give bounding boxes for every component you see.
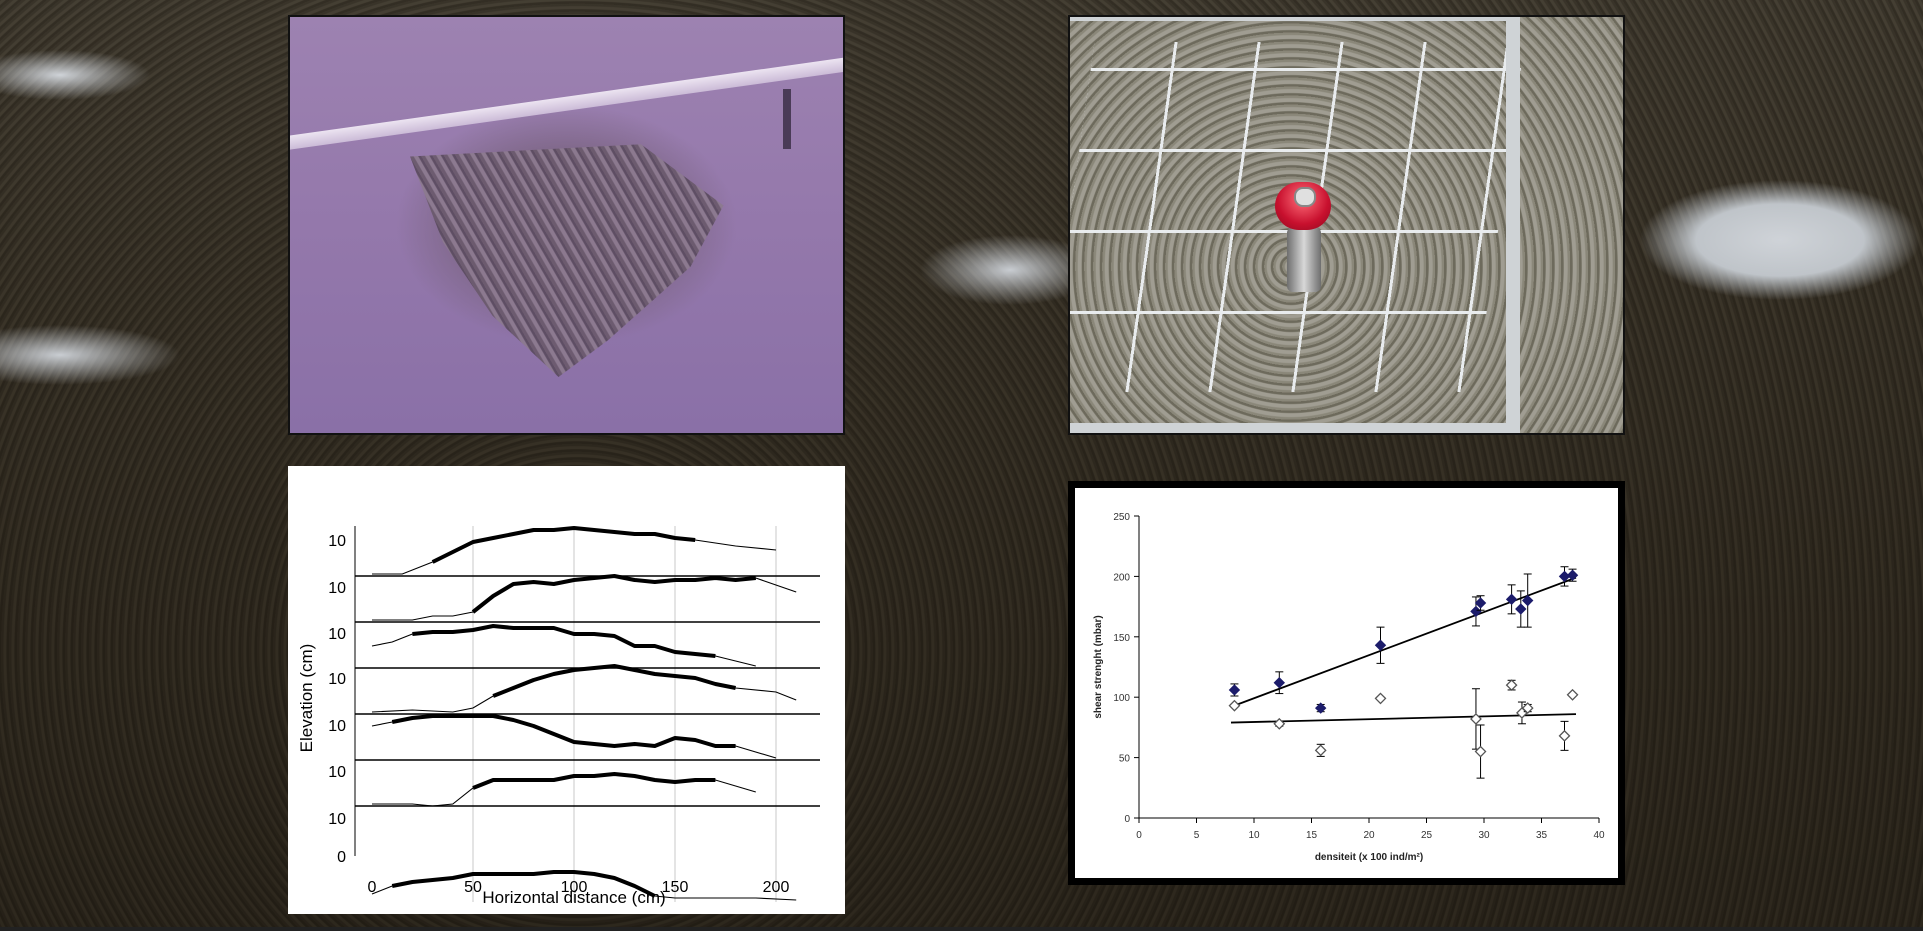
x-tick-label: 200 — [763, 879, 790, 896]
x-tick-label: 25 — [1421, 830, 1433, 841]
profile-vegetated-segment-5 — [391, 714, 736, 748]
profile-vegetated-segment-4 — [492, 664, 736, 698]
data-point-series-1 — [1515, 603, 1527, 615]
reference-bar — [290, 56, 843, 151]
y-tick-label: 10 — [328, 811, 346, 828]
data-point-series-1 — [1228, 684, 1241, 696]
x-tick-label: 150 — [662, 879, 689, 896]
data-point-series-2 — [1566, 688, 1579, 701]
x-tick-label: 50 — [464, 879, 482, 896]
data-point-series-2 — [1314, 744, 1327, 757]
x-tick-label: 15 — [1306, 830, 1318, 841]
trendline-series-1 — [1230, 576, 1577, 708]
data-point-series-1 — [1314, 702, 1327, 714]
aluminium-frame — [1070, 17, 1520, 433]
photo-shear-vane-frame — [1068, 15, 1625, 435]
data-point-series-1 — [1521, 594, 1534, 607]
x-tick-label: 30 — [1478, 830, 1490, 841]
data-point-series-1 — [1273, 676, 1286, 689]
data-point-series-1 — [1374, 639, 1387, 651]
y-tick-label: 10 — [328, 671, 346, 688]
y-tick-label: 200 — [1113, 572, 1130, 583]
data-point-series-2 — [1521, 702, 1534, 714]
photo-mud-mound-underwater — [288, 15, 845, 435]
x-tick-label: 5 — [1194, 830, 1200, 841]
data-point-series-1 — [1505, 593, 1518, 606]
x-tick-label: 40 — [1593, 830, 1605, 841]
data-point-series-2 — [1374, 692, 1387, 705]
x-tick-label: 0 — [368, 879, 377, 896]
profile-vegetated-segment-3 — [412, 624, 716, 658]
y-axis-label: shear strenght (mbar) — [1093, 615, 1104, 718]
x-axis-label: densiteit (x 100 ind/m²) — [1315, 852, 1423, 863]
profile-vegetated-segment-6 — [472, 772, 716, 790]
trendline-series-2 — [1230, 713, 1577, 724]
x-tick-label: 20 — [1363, 830, 1375, 841]
data-point-series-2 — [1558, 729, 1571, 742]
y-tick-label: 100 — [1113, 693, 1130, 704]
data-point-series-2 — [1273, 717, 1286, 730]
x-tick-label: 35 — [1536, 830, 1548, 841]
shear-vane-dial — [1294, 187, 1316, 207]
y-tick-label: 10 — [328, 718, 346, 735]
y-tick-label: 250 — [1113, 512, 1130, 523]
data-point-series-2 — [1474, 745, 1487, 758]
x-tick-label: 100 — [561, 879, 588, 896]
x-axis-label: Horizontal distance (cm) — [482, 888, 665, 907]
y-tick-label: 10 — [328, 580, 346, 597]
tubeworm-mound — [410, 144, 724, 377]
y-tick-label: 10 — [328, 533, 346, 550]
y-axis-label: Elevation (cm) — [297, 644, 316, 753]
y-tick-label: 10 — [328, 626, 346, 643]
data-point-series-2 — [1505, 679, 1518, 692]
x-tick-label: 10 — [1248, 830, 1260, 841]
elevation-profile-chart: 10 10 10 10 10 10 10 0 0 50 100 150 200 Horizontal di… — [288, 466, 845, 914]
profile-vegetated-segment-7 — [391, 870, 656, 898]
data-point-series-1 — [1474, 597, 1487, 609]
data-point-series-2 — [1228, 699, 1241, 712]
data-point-series-2 — [1470, 713, 1482, 725]
bar-support-post — [783, 89, 791, 149]
y-tick-label: 50 — [1119, 754, 1131, 765]
profile-vegetated-segment-1 — [431, 526, 696, 564]
scatter-plot: 0 50 100 150 200 250 0 5 10 15 20 25 30 35 40 densiteit… — [1093, 512, 1605, 863]
profile-vegetated-segment-2 — [471, 574, 756, 614]
data-point-series-1 — [1470, 605, 1482, 618]
bottom-edge — [0, 927, 1923, 931]
shear-vane-shaft — [1287, 227, 1321, 292]
profile-line-2 — [372, 575, 797, 621]
y-tick-label: 0 — [337, 849, 346, 866]
y-tick-label: 0 — [1124, 814, 1130, 825]
shear-strength-scatter-chart: 0 50 100 150 200 250 0 5 10 15 20 25 30 35 40 densiteit… — [1068, 481, 1625, 885]
y-tick-label: 150 — [1113, 633, 1130, 644]
x-tick-label: 0 — [1136, 830, 1142, 841]
y-tick-label: 10 — [328, 764, 346, 781]
data-point-series-1 — [1566, 569, 1579, 581]
